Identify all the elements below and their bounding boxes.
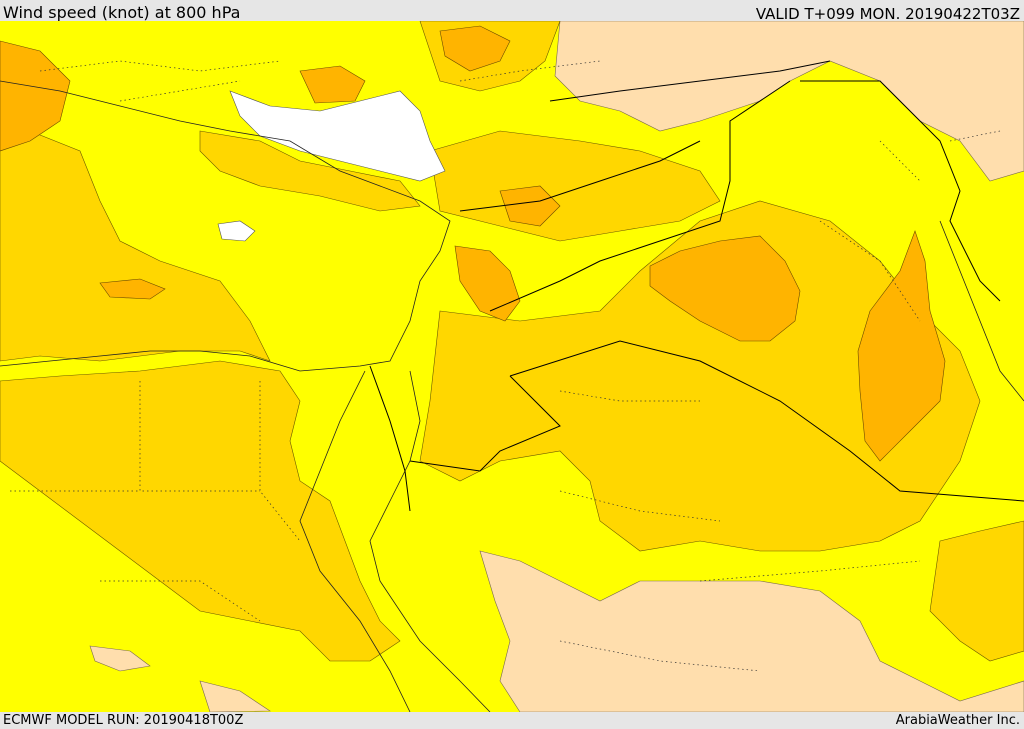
- map-footer: ECMWF MODEL RUN: 20190418T00Z ArabiaWeat…: [0, 712, 1024, 729]
- border-jordan-saudi: [409, 375, 561, 472]
- border-iran-iraq: [800, 80, 1001, 302]
- wind-band-30-40-iraq: [649, 235, 801, 342]
- map-title: Wind speed (knot) at 800 hPa: [3, 3, 241, 22]
- border-egypt-sinai: [369, 365, 411, 512]
- coastline-red-sea-west: [299, 370, 411, 712]
- wind-band-30-40-turkey: [299, 65, 366, 104]
- border-syria-iraq: [489, 80, 791, 312]
- wind-band-0-10-small: [217, 220, 256, 242]
- province-borders-arabia: [559, 390, 921, 672]
- coastline-gulf: [939, 220, 1024, 402]
- coastline-mediterranean: [0, 80, 451, 372]
- wind-band-30-40-small: [499, 185, 561, 227]
- credit: ArabiaWeather Inc.: [895, 713, 1020, 728]
- wind-band-30-40-med: [99, 278, 166, 300]
- coastline-red-sea: [369, 370, 491, 712]
- wind-band-20-30-east: [929, 520, 1024, 662]
- wind-band-20-30-west: [0, 120, 271, 362]
- map-header: Wind speed (knot) at 800 hPa VALID T+099…: [0, 0, 1024, 23]
- wind-band-30-40-syria: [454, 245, 521, 322]
- wind-band-low-small-2: [199, 680, 271, 712]
- wind-band-20-30-arabia: [419, 200, 981, 552]
- valid-time: VALID T+099 MON. 20190422T03Z: [755, 5, 1020, 23]
- wind-band-20-30-egypt: [0, 360, 401, 662]
- wind-speed-map[interactable]: [0, 21, 1024, 712]
- border-turkey-syria: [459, 140, 701, 212]
- border-turkey-north: [549, 60, 831, 102]
- wind-band-low-south: [479, 550, 1024, 712]
- wind-band-30-40-west: [0, 40, 71, 152]
- wind-band-low-small: [89, 645, 151, 672]
- wind-band-20-30-turkey: [199, 130, 421, 212]
- border-iraq-saudi: [509, 340, 1024, 502]
- wind-band-low-north: [554, 21, 1024, 182]
- province-borders-iran: [819, 130, 1001, 322]
- wind-band-30-40-iran: [857, 230, 946, 462]
- wind-band-30-40-north: [439, 25, 511, 72]
- wind-band-20-30-levant: [429, 130, 721, 242]
- model-run: ECMWF MODEL RUN: 20190418T00Z: [3, 713, 244, 728]
- wind-band-0-10-turkey: [229, 90, 446, 182]
